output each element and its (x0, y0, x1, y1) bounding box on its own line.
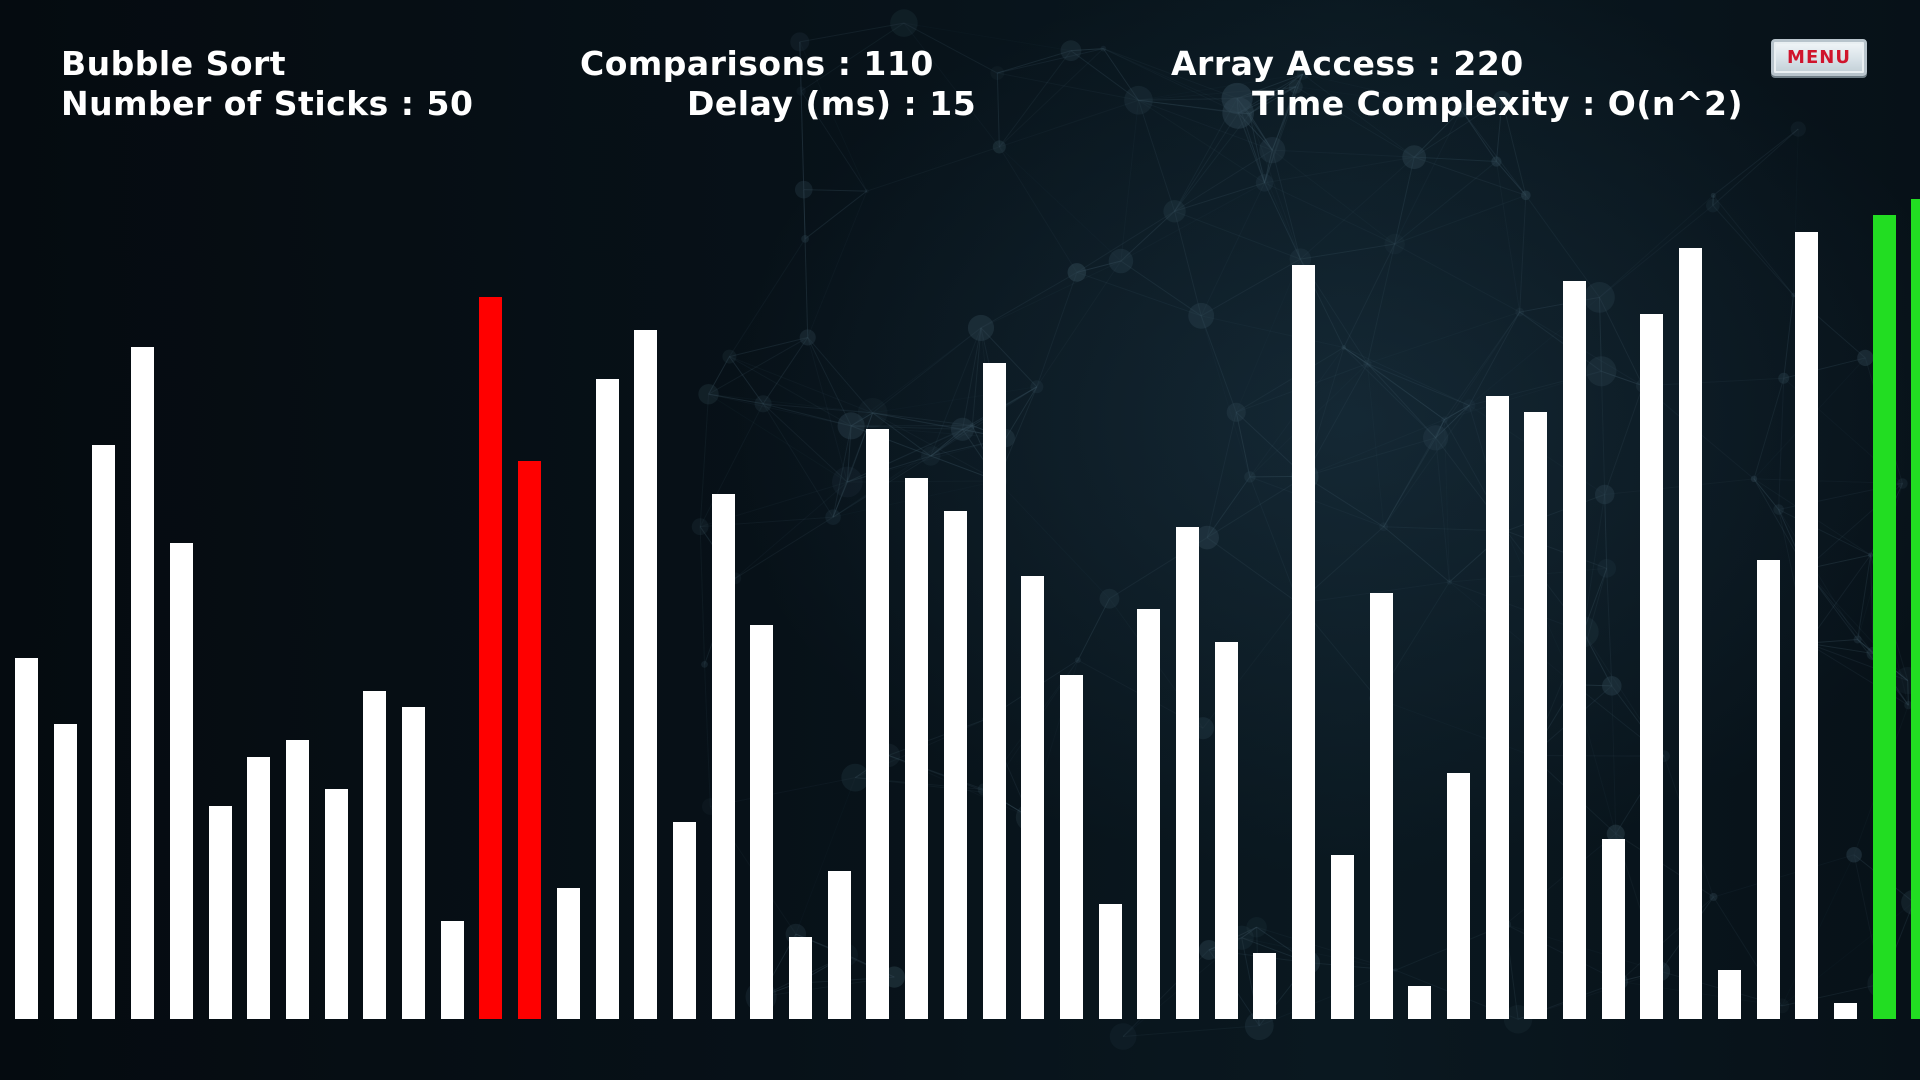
stick-11 (402, 707, 425, 1019)
stick-8 (286, 740, 309, 1019)
array-access-value: 220 (1453, 44, 1524, 83)
sticks-value: 50 (426, 84, 474, 123)
comparisons-label: Comparisons (580, 44, 826, 83)
stick-42 (1602, 839, 1625, 1019)
sticks-count: Number of Sticks : 50 (61, 87, 473, 120)
stick-27 (1021, 576, 1044, 1019)
complexity-value: O(n^2) (1607, 84, 1744, 123)
stick-25 (944, 511, 967, 1019)
stick-9 (325, 789, 348, 1019)
stick-16 (596, 379, 619, 1019)
array-access-count: Array Access : 220 (1171, 47, 1524, 80)
stick-22 (828, 871, 851, 1019)
delay-label: Delay (ms) (687, 84, 892, 123)
stick-3 (92, 445, 115, 1019)
stick-44 (1679, 248, 1702, 1019)
stick-21 (789, 937, 812, 1019)
delay-readout: Delay (ms) : 15 (687, 87, 976, 120)
stick-41 (1563, 281, 1586, 1019)
stick-10 (363, 691, 386, 1019)
complexity-separator: : (1582, 84, 1596, 123)
stick-12 (441, 921, 464, 1019)
stick-24 (905, 478, 928, 1019)
stick-1 (15, 658, 38, 1019)
stick-20 (750, 625, 773, 1019)
stick-39 (1486, 396, 1509, 1019)
stick-34 (1292, 265, 1315, 1019)
sticks-separator: : (400, 84, 415, 123)
stick-28 (1060, 675, 1083, 1019)
stick-4 (131, 347, 154, 1019)
stick-32 (1215, 642, 1238, 1019)
stick-13 (479, 297, 502, 1019)
stick-5 (170, 543, 193, 1019)
stick-23 (866, 429, 889, 1019)
comparisons-count: Comparisons : 110 (580, 47, 934, 80)
array-access-separator: : (1427, 44, 1442, 83)
stick-6 (209, 806, 232, 1019)
stick-38 (1447, 773, 1470, 1019)
stick-19 (712, 494, 735, 1019)
stick-18 (673, 822, 696, 1019)
stick-17 (634, 330, 657, 1019)
stick-40 (1524, 412, 1547, 1019)
sticks-label: Number of Sticks (61, 84, 389, 123)
stick-7 (247, 757, 270, 1019)
stick-50 (1911, 199, 1920, 1019)
array-access-label: Array Access (1171, 44, 1416, 83)
delay-separator: : (903, 84, 918, 123)
comparisons-separator: : (837, 44, 852, 83)
stick-47 (1795, 232, 1818, 1019)
comparisons-value: 110 (863, 44, 934, 83)
stick-29 (1099, 904, 1122, 1019)
stick-14 (518, 461, 541, 1019)
delay-value: 15 (929, 84, 977, 123)
time-complexity: Time Complexity : O(n^2) (1252, 87, 1743, 120)
algorithm-name: Bubble Sort (61, 44, 287, 83)
stick-43 (1640, 314, 1663, 1019)
complexity-label: Time Complexity (1252, 84, 1571, 123)
stick-45 (1718, 970, 1741, 1019)
stick-15 (557, 888, 580, 1019)
stick-49 (1873, 215, 1896, 1019)
stick-46 (1757, 560, 1780, 1019)
menu-button[interactable]: MENU (1771, 39, 1867, 76)
stick-48 (1834, 1003, 1857, 1019)
stick-35 (1331, 855, 1354, 1019)
stick-26 (983, 363, 1006, 1019)
stick-30 (1137, 609, 1160, 1019)
stick-33 (1253, 953, 1276, 1019)
stick-37 (1408, 986, 1431, 1019)
stick-31 (1176, 527, 1199, 1019)
stick-36 (1370, 593, 1393, 1019)
stick-2 (54, 724, 77, 1019)
